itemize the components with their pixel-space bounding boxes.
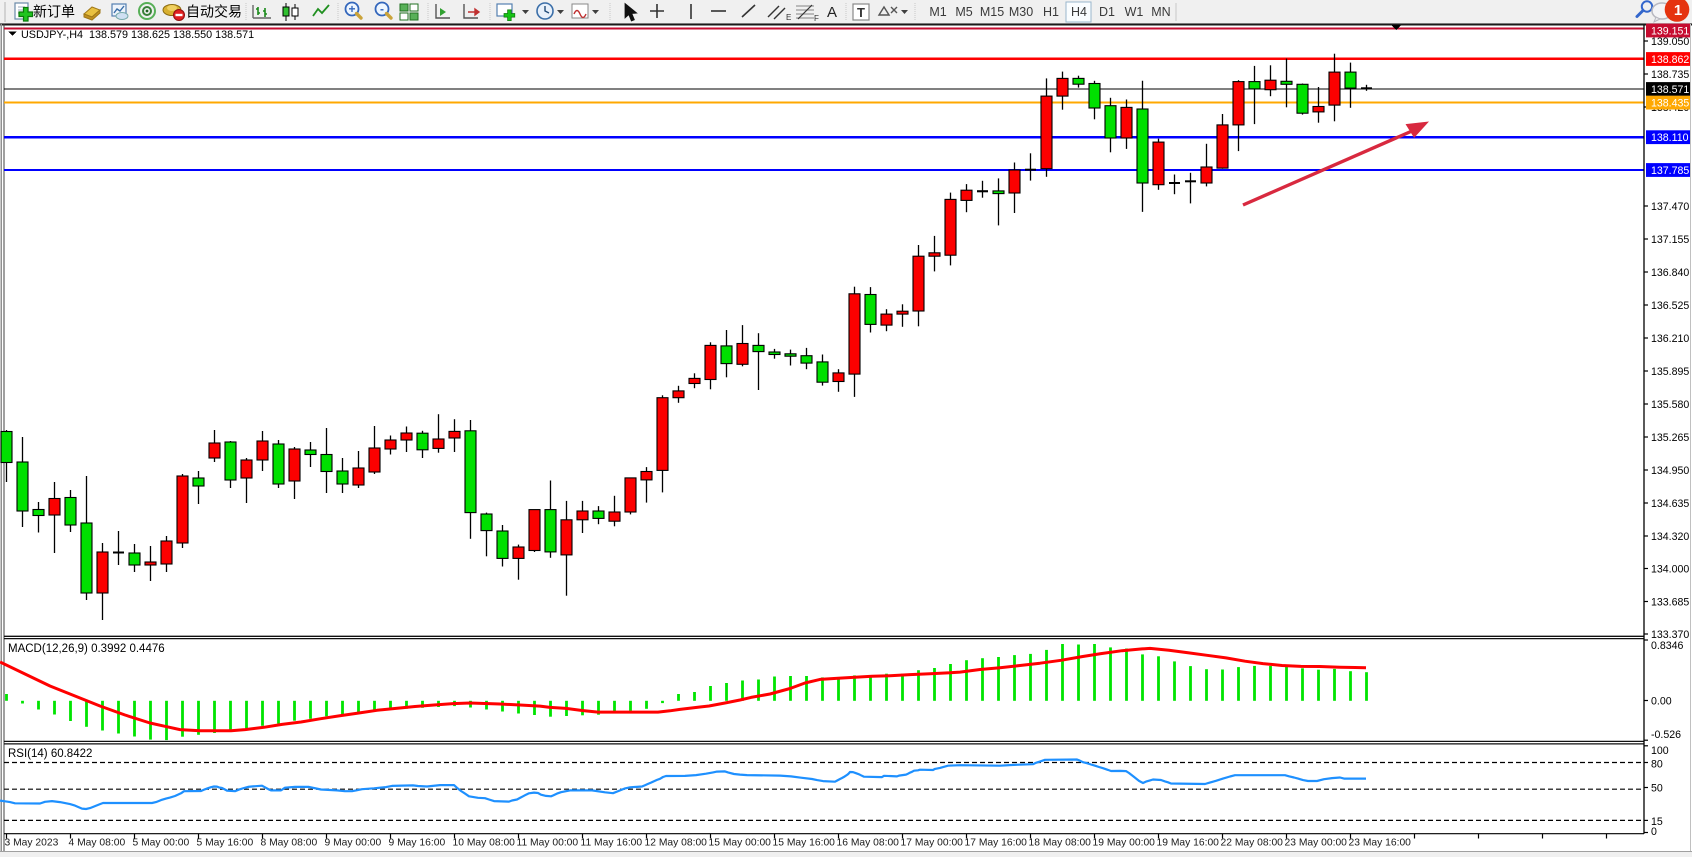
svg-text:18 May 08:00: 18 May 08:00 (1029, 838, 1092, 849)
svg-text:134.320: 134.320 (1651, 531, 1689, 543)
svg-text:135.895: 135.895 (1651, 366, 1689, 378)
svg-text:23 May 00:00: 23 May 00:00 (1285, 838, 1348, 849)
svg-text:9 May 00:00: 9 May 00:00 (325, 838, 382, 849)
svg-text:137.785: 137.785 (1651, 165, 1689, 177)
svg-text:138.571: 138.571 (1651, 84, 1689, 96)
svg-text:MN: MN (1151, 5, 1170, 19)
svg-text:136.840: 136.840 (1651, 267, 1689, 279)
svg-text:137.470: 137.470 (1651, 201, 1689, 213)
svg-text:4 May 08:00: 4 May 08:00 (69, 838, 126, 849)
svg-text:M5: M5 (955, 5, 972, 19)
svg-text:-0.526: -0.526 (1651, 729, 1681, 741)
svg-text:10 May 08:00: 10 May 08:00 (453, 838, 516, 849)
svg-text:133.370: 133.370 (1651, 629, 1689, 641)
svg-text:17 May 00:00: 17 May 00:00 (901, 838, 964, 849)
svg-text:0: 0 (1651, 826, 1657, 838)
svg-text:A: A (827, 4, 837, 21)
svg-text:138.735: 138.735 (1651, 69, 1689, 81)
svg-text:12 May 08:00: 12 May 08:00 (645, 838, 708, 849)
svg-text:15 May 16:00: 15 May 16:00 (773, 838, 836, 849)
svg-text:136.210: 136.210 (1651, 333, 1689, 345)
svg-text:134.000: 134.000 (1651, 564, 1689, 576)
svg-text:RSI(14) 60.8422: RSI(14) 60.8422 (8, 748, 92, 760)
svg-text:+: + (348, 2, 355, 16)
svg-text:5 May 00:00: 5 May 00:00 (133, 838, 190, 849)
svg-text:16 May 08:00: 16 May 08:00 (837, 838, 900, 849)
svg-text:0.8346: 0.8346 (1651, 640, 1684, 652)
svg-text:135.580: 135.580 (1651, 399, 1689, 411)
svg-text:138.862: 138.862 (1651, 54, 1689, 66)
svg-text:17 May 16:00: 17 May 16:00 (965, 838, 1028, 849)
svg-text:9 May 16:00: 9 May 16:00 (389, 838, 446, 849)
svg-text:T: T (857, 5, 865, 20)
svg-text:137.155: 137.155 (1651, 234, 1689, 246)
svg-text:M1: M1 (929, 5, 946, 19)
svg-text:0.00: 0.00 (1651, 696, 1672, 708)
svg-text:50: 50 (1651, 783, 1663, 795)
svg-text:138.110: 138.110 (1651, 132, 1689, 144)
svg-text:5 May 16:00: 5 May 16:00 (197, 838, 254, 849)
svg-text:139.050: 139.050 (1651, 36, 1689, 48)
svg-text:80: 80 (1651, 759, 1663, 771)
svg-text:11 May 16:00: 11 May 16:00 (581, 838, 643, 849)
svg-text:M15: M15 (980, 5, 1004, 19)
svg-text:3 May 2023: 3 May 2023 (5, 838, 59, 849)
svg-text:135.265: 135.265 (1651, 432, 1689, 444)
svg-text:15: 15 (1651, 816, 1663, 828)
svg-text:11 May 00:00: 11 May 00:00 (517, 838, 579, 849)
svg-text:D1: D1 (1099, 5, 1115, 19)
svg-text:22 May 08:00: 22 May 08:00 (1221, 838, 1284, 849)
svg-text:134.950: 134.950 (1651, 465, 1689, 477)
svg-text:H4: H4 (1071, 5, 1087, 19)
svg-text:新订单: 新订单 (33, 4, 75, 20)
svg-text:15 May 00:00: 15 May 00:00 (709, 838, 772, 849)
svg-text:E: E (786, 13, 791, 22)
svg-text:1: 1 (1674, 2, 1682, 19)
svg-text:W1: W1 (1125, 5, 1144, 19)
svg-text:134.635: 134.635 (1651, 498, 1689, 510)
svg-text:H1: H1 (1043, 5, 1059, 19)
svg-text:19 May 16:00: 19 May 16:00 (1157, 838, 1220, 849)
svg-text:100: 100 (1651, 745, 1669, 757)
svg-text:23 May 16:00: 23 May 16:00 (1349, 838, 1412, 849)
svg-text:MACD(12,26,9) 0.3992 0.4476: MACD(12,26,9) 0.3992 0.4476 (8, 643, 165, 655)
svg-text:138.435: 138.435 (1651, 98, 1689, 110)
svg-text:-: - (380, 2, 384, 16)
svg-text:139.151: 139.151 (1651, 26, 1689, 38)
svg-text:F: F (814, 14, 819, 23)
svg-text:USDJPY-,H4 138.579 138.625 13: USDJPY-,H4 138.579 138.625 138.550 138.5… (21, 29, 254, 41)
svg-text:136.525: 136.525 (1651, 300, 1689, 312)
svg-text:133.685: 133.685 (1651, 597, 1689, 609)
svg-text:M30: M30 (1009, 5, 1033, 19)
svg-text:自动交易: 自动交易 (186, 4, 242, 20)
svg-text:19 May 00:00: 19 May 00:00 (1093, 838, 1156, 849)
svg-text:8 May 08:00: 8 May 08:00 (261, 838, 318, 849)
